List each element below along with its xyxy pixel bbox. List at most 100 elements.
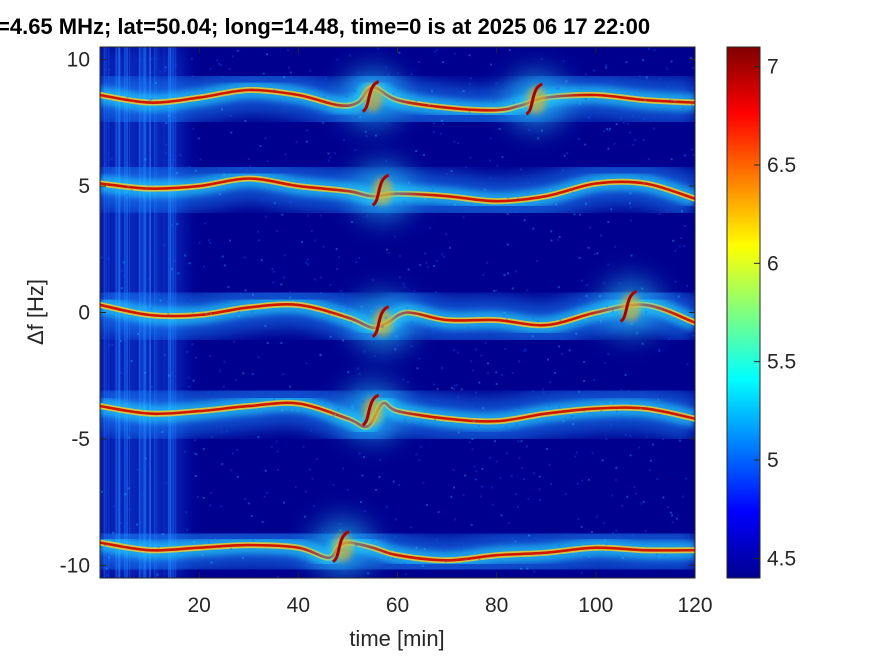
noise-speckle (606, 128, 609, 131)
x-tick-label: 80 (485, 594, 508, 617)
noise-speckle (457, 141, 459, 144)
noise-speckle (403, 418, 406, 421)
noise-speckle (144, 158, 147, 161)
noise-speckle (629, 219, 632, 222)
noise-speckle (441, 122, 444, 125)
noise-speckle (329, 407, 332, 409)
noise-speckle (510, 475, 513, 478)
noise-speckle (618, 281, 621, 284)
noise-speckle (367, 572, 370, 575)
noise-speckle (327, 159, 330, 162)
noise-speckle (101, 256, 104, 259)
noise-speckle (691, 148, 694, 151)
noise-speckle (339, 529, 342, 532)
noise-speckle (562, 60, 565, 63)
noise-speckle (610, 208, 613, 211)
noise-speckle (566, 152, 569, 155)
noise-speckle (667, 85, 670, 88)
noise-speckle (620, 117, 623, 120)
noise-speckle (468, 82, 471, 85)
noise-speckle (236, 49, 239, 52)
noise-speckle (377, 47, 380, 50)
noise-speckle (630, 254, 633, 257)
noise-speckle (354, 149, 357, 152)
noise-speckle (336, 556, 339, 559)
noise-speckle (342, 139, 345, 142)
noise-speckle (646, 405, 648, 408)
noise-speckle (588, 116, 590, 119)
noise-speckle (162, 533, 164, 536)
noise-speckle (155, 300, 158, 303)
noise-speckle (662, 438, 665, 441)
noise-speckle (394, 535, 396, 538)
noise-speckle (179, 154, 182, 157)
noise-speckle (156, 573, 159, 576)
noise-speckle (692, 154, 695, 157)
noise-speckle (205, 312, 208, 315)
noise-speckle (397, 422, 400, 425)
noise-speckle (532, 390, 535, 393)
noise-speckle (309, 69, 312, 72)
noise-speckle (159, 70, 162, 73)
noise-speckle (482, 196, 485, 199)
noise-speckle (487, 362, 489, 365)
noise-speckle (584, 98, 587, 101)
noise-speckle (296, 392, 299, 395)
noise-speckle (161, 430, 164, 433)
noise-speckle (111, 114, 113, 117)
noise-speckle (341, 292, 344, 295)
noise-speckle (101, 336, 104, 339)
noise-speckle (304, 556, 307, 559)
noise-speckle (261, 520, 264, 523)
noise-speckle (581, 479, 583, 482)
noise-speckle (583, 409, 585, 412)
noise-speckle (542, 74, 545, 77)
noise-speckle (503, 274, 506, 276)
noise-speckle (506, 452, 509, 455)
noise-speckle (641, 287, 644, 290)
noise-speckle (621, 557, 624, 560)
noise-speckle (575, 451, 578, 454)
noise-speckle (553, 372, 556, 374)
noise-speckle (615, 123, 618, 126)
noise-speckle (203, 265, 206, 268)
noise-speckle (481, 467, 484, 470)
noise-speckle (585, 294, 588, 297)
noise-speckle (610, 402, 613, 405)
noise-speckle (120, 521, 123, 524)
noise-speckle (243, 256, 246, 259)
noise-speckle (130, 424, 133, 427)
noise-speckle (484, 342, 487, 345)
noise-speckle (249, 165, 252, 168)
noise-speckle (491, 503, 494, 506)
noise-speckle (144, 457, 147, 460)
noise-speckle (457, 431, 460, 434)
noise-speckle (658, 348, 661, 351)
noise-speckle (397, 72, 399, 75)
noise-speckle (493, 289, 496, 292)
x-tick-label: 120 (677, 594, 712, 617)
noise-speckle (234, 379, 237, 382)
noise-speckle (233, 340, 236, 343)
noise-speckle (276, 576, 279, 578)
noise-speckle (489, 176, 492, 179)
noise-speckle (644, 99, 647, 102)
noise-speckle (287, 49, 290, 52)
noise-speckle (104, 163, 107, 166)
noise-speckle (528, 534, 531, 537)
noise-speckle (512, 101, 515, 104)
noise-speckle (209, 67, 212, 70)
noise-speckle (221, 255, 224, 258)
noise-speckle (294, 486, 297, 489)
noise-speckle (527, 181, 530, 184)
noise-speckle (356, 389, 358, 392)
noise-speckle (392, 557, 394, 560)
noise-speckle (187, 376, 190, 379)
noise-speckle (539, 498, 542, 501)
noise-speckle (296, 409, 299, 412)
noise-speckle (436, 388, 439, 390)
noise-speckle (407, 268, 410, 271)
noise-speckle (599, 319, 602, 322)
noise-speckle (423, 548, 426, 550)
noise-speckle (349, 54, 352, 57)
